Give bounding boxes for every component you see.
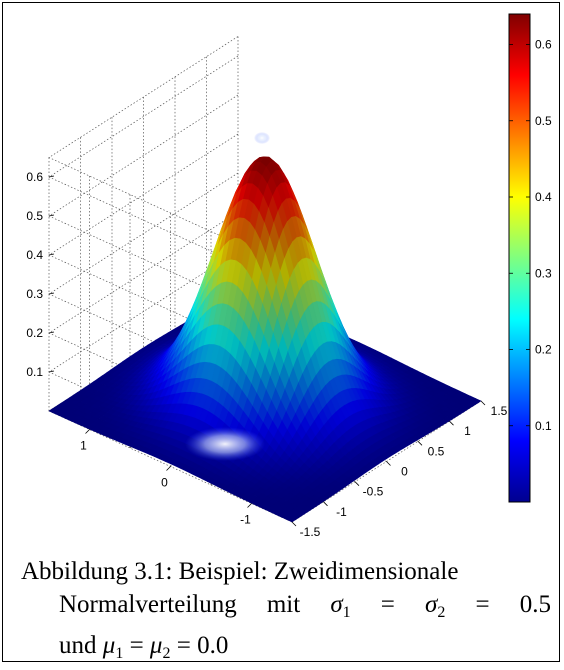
figure-frame: 0.1 0.2 0.3 0.4 0.5 0.6 1 0 -1 1.5 1 0.5 0 -0.5 -1 -1.5… xyxy=(2,2,560,662)
z-tick-label: 0.6 xyxy=(26,170,43,184)
caption-word: = xyxy=(381,588,395,629)
colorbar-tick-label: 0.1 xyxy=(535,419,552,433)
y-tick-label: 1 xyxy=(464,424,471,438)
surface-plot: 0.1 0.2 0.3 0.4 0.5 0.6 1 0 -1 1.5 1 0.5 0 -0.5 -1 -1.5… xyxy=(3,3,561,548)
colorbar-tick-label: 0.3 xyxy=(535,266,552,280)
caption-word: mit xyxy=(267,588,300,629)
caption-sigma-2: σ2 xyxy=(425,588,445,629)
y-tick-label: 0 xyxy=(401,465,408,479)
y-tick-label: -1 xyxy=(336,505,347,519)
y-tick-label: 1.5 xyxy=(491,404,508,418)
colorbar-tick-label: 0.6 xyxy=(535,38,552,52)
y-tick-label: -1.5 xyxy=(300,525,321,539)
colorbar-tick-label: 0.4 xyxy=(535,190,552,204)
z-tick-label: 0.1 xyxy=(26,365,43,379)
y-tick-label: 0.5 xyxy=(428,444,445,458)
colorbar xyxy=(509,14,530,502)
z-tick-label: 0.3 xyxy=(26,287,43,301)
colorbar-tick-label: 0.2 xyxy=(535,343,552,357)
gaussian-surface xyxy=(49,132,481,522)
caption-line-2: Normalverteilung mit σ1 = σ2 = 0.5 xyxy=(21,588,551,629)
caption-sigma-1: σ1 xyxy=(330,588,350,629)
z-tick-label: 0.4 xyxy=(26,248,43,262)
caption-word: 0.5 xyxy=(520,588,551,629)
x-tick-label: 0 xyxy=(161,476,168,490)
x-tick-label: 1 xyxy=(80,439,87,453)
figure-caption: Abbildung 3.1: Beispiel: Zweidimensional… xyxy=(21,555,551,670)
caption-line-3: und μ1 = μ2 = 0.0 xyxy=(21,629,551,670)
y-tick-label: -0.5 xyxy=(363,485,384,499)
caption-word: = xyxy=(476,588,490,629)
z-tick-label: 0.5 xyxy=(26,209,43,223)
caption-word: Normalverteilung xyxy=(59,588,237,629)
colorbar-tick-label: 0.5 xyxy=(535,114,552,128)
z-tick-label: 0.2 xyxy=(26,326,43,340)
x-tick-label: -1 xyxy=(240,513,251,527)
caption-line-1: Abbildung 3.1: Beispiel: Zweidimensional… xyxy=(21,555,551,588)
